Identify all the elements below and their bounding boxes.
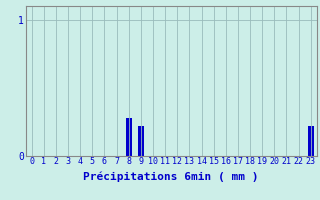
X-axis label: Précipitations 6min ( mm ): Précipitations 6min ( mm ) <box>84 172 259 182</box>
Bar <box>138 126 144 156</box>
Bar <box>308 126 314 156</box>
Bar <box>126 118 132 156</box>
